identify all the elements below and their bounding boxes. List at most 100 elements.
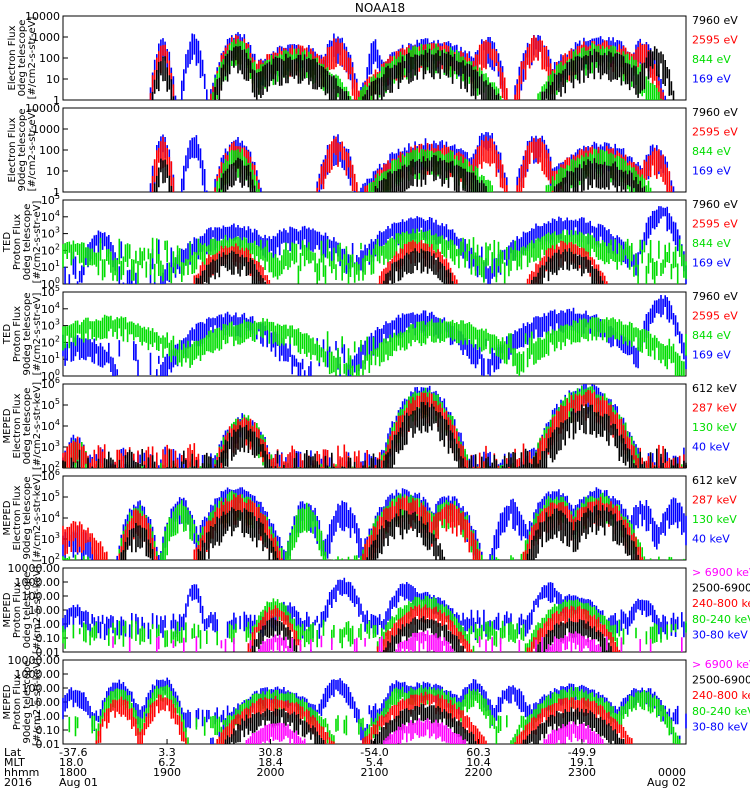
y-tick-label: 10.00 <box>29 604 61 617</box>
y-tick-label: 101 <box>41 259 60 274</box>
panel-p2: 1 10 100 1000 10000 Electron Flux 90deg telesc… <box>7 102 738 199</box>
y-axis-label: TED <box>2 232 13 253</box>
x-tick-label: 10.4 <box>466 756 491 769</box>
y-axis-label: MEPED <box>2 408 13 443</box>
legend-entry: 2595 eV <box>692 218 738 231</box>
x-tick-label: 3.3 <box>158 746 176 759</box>
y-tick-label: 104 <box>41 209 60 224</box>
y-axis-label: MEPED <box>2 592 13 627</box>
x-tick-label: 0000 <box>658 766 686 779</box>
y-axis-label: [#/cm2-s-str-keV] <box>32 474 43 562</box>
y-axis-label: Proton Flux <box>12 674 23 730</box>
y-tick-label: 105 <box>41 284 60 299</box>
legend-entry: 169 eV <box>692 73 731 86</box>
legend-entry: 844 eV <box>692 53 731 66</box>
y-tick-label: 102 <box>41 242 60 257</box>
x-tick-label: 19.1 <box>570 756 595 769</box>
x-row-label: 2016 <box>4 776 32 789</box>
y-tick-label: 10000 <box>25 102 60 115</box>
legend-entry: 2500-6900 <box>692 582 750 595</box>
legend-entry: 169 eV <box>692 165 731 178</box>
y-tick-label: 10 <box>46 165 60 178</box>
series-p2-3 <box>153 155 646 192</box>
legend-entry: 30-80 keV <box>692 720 748 733</box>
y-tick-label: 103 <box>41 226 60 241</box>
x-tick-label: 6.2 <box>158 756 176 769</box>
x-tick-label: 2100 <box>361 766 389 779</box>
series-p8-4 <box>245 718 604 744</box>
legend-entry: 844 eV <box>692 237 731 250</box>
y-tick-label: 103 <box>41 531 60 546</box>
legend-entry: 287 keV <box>692 402 737 415</box>
x-tick-label: 18.0 <box>59 756 84 769</box>
y-tick-label: 100.00 <box>22 682 61 695</box>
series-p7-3 <box>251 616 612 652</box>
y-axis-label: 90deg telescope <box>17 108 28 191</box>
legend-entry: 40 keV <box>692 441 730 454</box>
y-tick-label: 1000.00 <box>15 576 61 589</box>
series-p1-3 <box>151 46 675 100</box>
y-axis-label: [#/cm2-s-str-eV] <box>32 201 43 284</box>
y-tick-label: 1000 <box>32 31 60 44</box>
y-tick-label: 105 <box>41 397 60 412</box>
y-tick-label: 1 <box>53 94 60 107</box>
legend-entry: 169 eV <box>692 349 731 362</box>
y-tick-label: 102 <box>41 334 60 349</box>
y-axis-label: MEPED <box>2 500 13 535</box>
x-tick-label: 5.4 <box>366 756 384 769</box>
x-row-label: hhmm <box>4 766 39 779</box>
legend-entry: 7960 eV <box>692 198 738 211</box>
series-p6-3 <box>120 504 639 560</box>
y-tick-label: 0.10 <box>36 632 61 645</box>
y-tick-label: 10000.00 <box>8 562 61 575</box>
y-axis-label: Electron Flux <box>7 25 18 90</box>
y-axis-label: 0deg telescope <box>22 204 33 281</box>
y-axis-label: TED <box>2 324 13 345</box>
legend-entry: 169 eV <box>692 257 731 270</box>
y-tick-label: 100.00 <box>22 590 61 603</box>
y-tick-label: 0.10 <box>36 724 61 737</box>
legend-entry: 7960 eV <box>692 14 738 27</box>
y-axis-label: Proton Flux <box>12 214 23 270</box>
legend-entry: > 6900 keV <box>692 566 750 579</box>
y-tick-label: 104 <box>41 301 60 316</box>
legend-entry: 2595 eV <box>692 34 738 47</box>
y-tick-label: 100 <box>39 144 60 157</box>
x-tick-label: 2000 <box>256 766 284 779</box>
legend-entry: 844 eV <box>692 329 731 342</box>
x-tick-label: 18.4 <box>258 756 283 769</box>
y-tick-label: 104 <box>41 510 60 525</box>
y-axis-label: 90deg telescope <box>22 476 33 559</box>
x-tick-label: 1800 <box>59 766 87 779</box>
y-axis-label: [#/cm2-s-str-keV] <box>32 382 43 470</box>
x-tick-label: 2200 <box>465 766 493 779</box>
y-axis-label: Electron Flux <box>12 393 23 458</box>
y-axis-label: [#/cm2-s-str-eV] <box>27 109 38 192</box>
x-row-label: MLT <box>4 756 25 769</box>
legend-entry: 240-800 keV <box>692 689 750 702</box>
y-tick-label: 10 <box>46 73 60 86</box>
legend-entry: 7960 eV <box>692 106 738 119</box>
series-p8-2 <box>95 691 633 744</box>
y-tick-label: 1.00 <box>36 618 61 631</box>
x-tick-label: -54.0 <box>360 746 388 759</box>
y-tick-label: 10000 <box>25 10 60 23</box>
y-tick-label: 10000.00 <box>8 654 61 667</box>
y-tick-label: 0.01 <box>36 646 61 659</box>
x-tick-label: 2300 <box>568 766 596 779</box>
y-axis-label: 90deg telescope <box>22 292 33 375</box>
legend-entry: 2500-6900 <box>692 674 750 687</box>
x-tick-label: 60.3 <box>466 746 491 759</box>
panel-frame <box>62 199 687 285</box>
y-tick-label: 1000 <box>32 123 60 136</box>
y-tick-label: 100 <box>39 52 60 65</box>
series-p5-2 <box>62 390 687 468</box>
y-tick-label: 1000.00 <box>15 668 61 681</box>
